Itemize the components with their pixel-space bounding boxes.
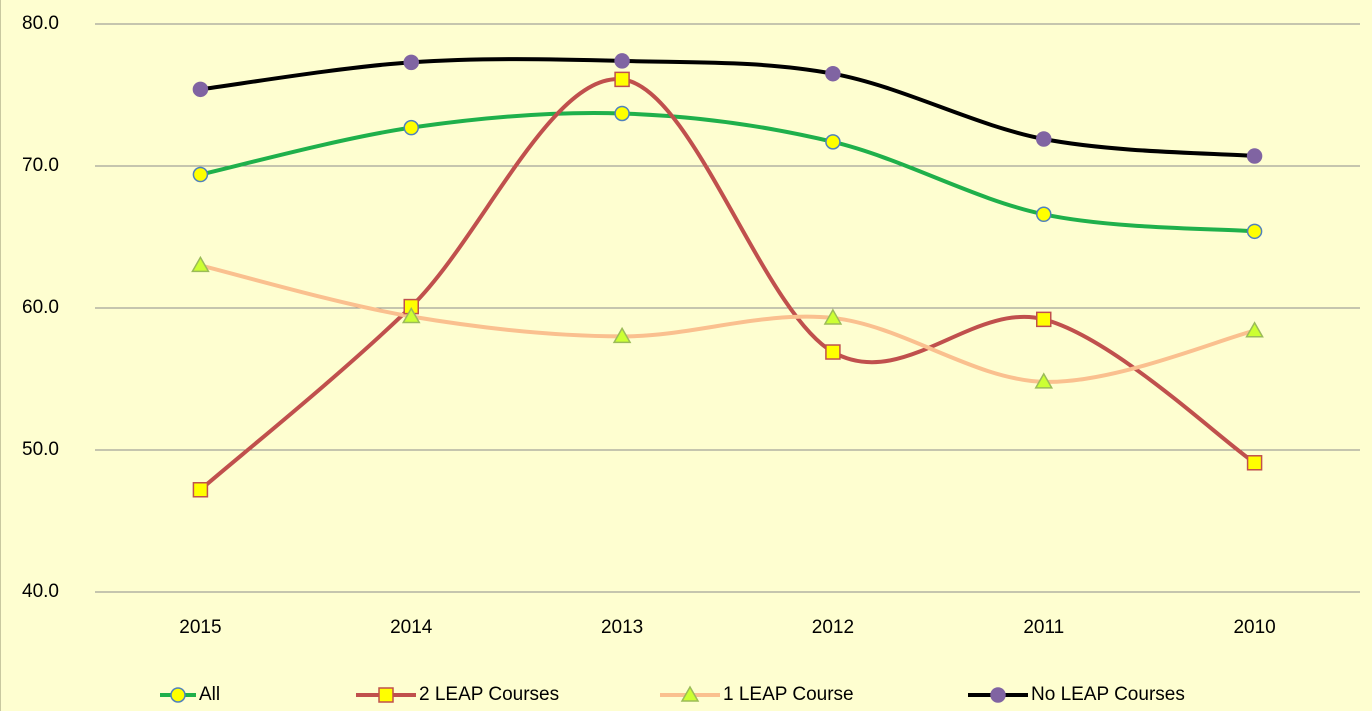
data-point [614,105,630,122]
data-point [1245,321,1264,338]
legend-label: All [199,684,220,705]
data-point [192,81,209,98]
data-point [1036,206,1052,223]
x-tick-label: 2010 [1233,617,1275,638]
data-point [192,482,209,498]
x-tick-label: 2015 [179,617,221,638]
y-tick-label: 40.0 [22,581,59,602]
y-tick-label: 50.0 [22,439,59,460]
data-point [823,308,843,325]
data-point [1246,148,1263,164]
data-point [614,71,630,88]
series-line [198,263,1257,384]
legend-marker [378,687,394,703]
data-point [401,307,421,324]
series-line [198,77,1257,492]
legend-marker [990,687,1006,703]
legend-label: No LEAP Courses [1031,684,1185,705]
data-point [825,344,841,360]
data-point [1036,311,1052,328]
data-point [191,255,210,273]
legend-marker [680,685,700,702]
data-point [403,119,419,136]
data-point [825,65,841,82]
data-point [1034,372,1054,389]
series-line [198,57,1257,159]
legend-label: 1 LEAP Course [723,684,854,705]
x-tick-label: 2013 [601,617,643,638]
data-point [825,134,841,150]
data-point [612,326,632,344]
y-tick-label: 70.0 [22,155,59,176]
data-point [614,53,630,69]
x-tick-label: 2011 [1023,617,1064,638]
data-point [1036,131,1052,147]
legend-label: 2 LEAP Courses [419,684,559,705]
legend-marker [170,687,186,703]
data-point [1246,455,1263,471]
y-tick-label: 80.0 [22,13,59,34]
x-tick-label: 2012 [812,617,854,638]
data-point [403,54,419,71]
x-tick-label: 2014 [390,617,433,638]
data-point [1246,223,1263,240]
data-point [192,166,209,183]
series-line [198,110,1257,234]
y-tick-label: 60.0 [22,297,59,318]
